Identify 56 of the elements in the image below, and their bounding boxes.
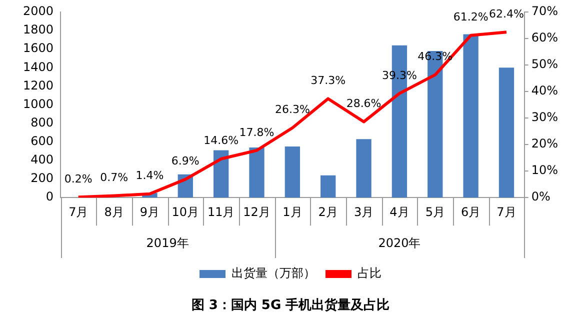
data-label: 6.9% (171, 154, 200, 168)
data-label: 26.3% (274, 103, 310, 116)
bar (356, 139, 372, 198)
data-label: 28.6% (346, 97, 382, 110)
text: 图 3：国内 5G 手机出货量及占比 (190, 296, 391, 314)
y2-tick-label: 30% (531, 110, 558, 124)
data-label: 46.3% (418, 50, 453, 64)
text: 2020年 (378, 236, 421, 250)
y-tick-label: 2000 (22, 4, 54, 18)
bar (498, 68, 514, 198)
bar (463, 34, 478, 198)
x-tick-label: 10月 (172, 204, 200, 219)
x-tick-label: 5月 (425, 204, 445, 219)
data-label: 37.3% (310, 74, 346, 88)
y2-tick-label: 60% (531, 30, 558, 45)
y-tick-label: 600 (30, 134, 54, 148)
x-tick-label: 2月 (318, 204, 338, 219)
data-label: 0.7% (100, 171, 128, 184)
y-tick-label: 800 (30, 115, 54, 130)
y-tick-label: 400 (30, 152, 54, 167)
data-label: 17.8% (239, 126, 274, 139)
x-tick-label: 4月 (390, 204, 410, 219)
x-tick-label: 12月 (243, 204, 270, 219)
y2-tick-label: 20% (531, 136, 558, 151)
x-tick-label: 8月 (104, 204, 124, 219)
x-tick-label: 3月 (354, 204, 374, 219)
y-tick-label: 1000 (22, 96, 54, 111)
x-tick-label: 9月 (140, 204, 160, 219)
legend-label: 占比 (358, 266, 382, 280)
y-tick-label: 1800 (22, 22, 54, 37)
y2-tick-label: 70% (531, 4, 558, 18)
bar (284, 146, 300, 198)
y-tick-label: 0 (46, 190, 54, 204)
legend-label: 出货量（万部） (232, 266, 316, 280)
data-label: 1.4% (136, 169, 164, 182)
y-tick-label: 200 (30, 171, 54, 186)
bar (214, 150, 229, 198)
data-label: 62.4% (489, 8, 524, 21)
data-label: 61.2% (453, 10, 488, 24)
y2-tick-label: 0% (531, 190, 550, 204)
x-tick-label: 6月 (460, 204, 481, 219)
x-tick-label: 11月 (207, 204, 235, 219)
y2-tick-label: 50% (531, 57, 558, 72)
y-tick-label: 1400 (22, 60, 54, 74)
y2-tick-label: 40% (531, 84, 558, 98)
x-tick-label: 1月 (282, 204, 302, 219)
data-label: 0.2% (64, 172, 92, 186)
x-tick-label: 7月 (68, 204, 88, 219)
x-tick-label: 7月 (496, 204, 516, 219)
bar (320, 175, 336, 198)
bar (249, 147, 264, 198)
y-tick-label: 1600 (22, 41, 54, 56)
text: 2019年 (146, 236, 189, 250)
data-label: 14.6% (204, 134, 239, 148)
y-tick-label: 1200 (22, 78, 54, 92)
y2-tick-label: 10% (531, 163, 558, 178)
